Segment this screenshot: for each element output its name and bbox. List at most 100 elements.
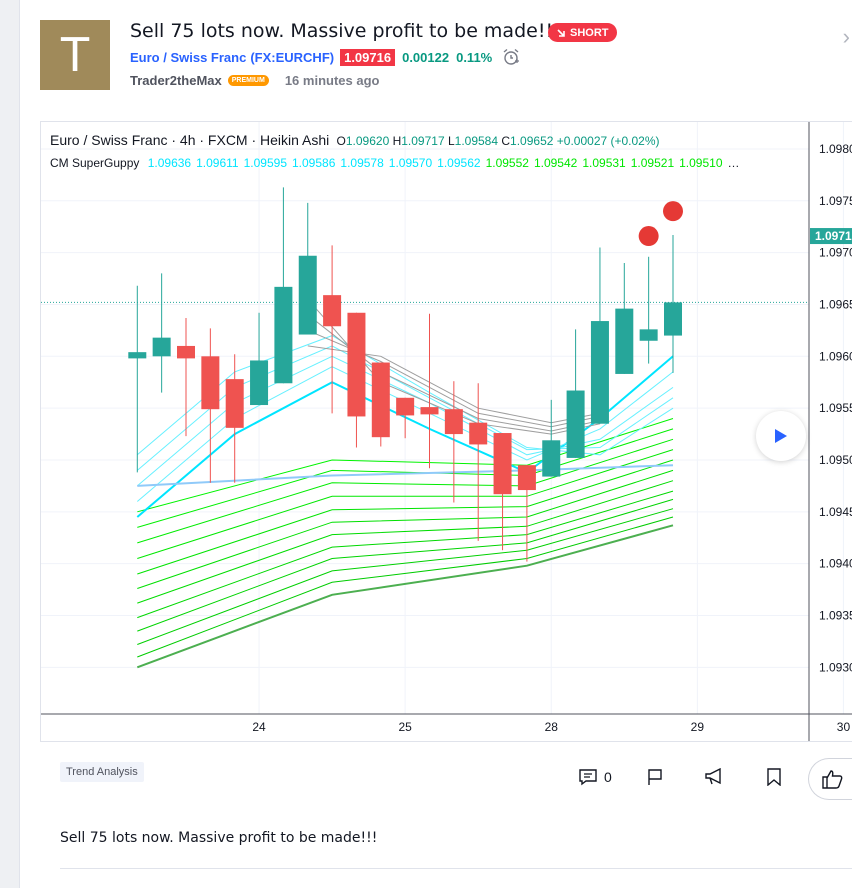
price-badge: 1.09716 [340, 48, 396, 66]
report-button[interactable] [646, 768, 664, 786]
alarm-clock-icon[interactable] [502, 48, 520, 66]
legend-ohlc: O1.09620 H1.09717 L1.09584 C1.09652 +0.0… [333, 134, 660, 148]
candle-down [371, 362, 390, 438]
indicator-value: 1.09510 [679, 156, 723, 170]
idea-description: Sell 75 lots now. Massive profit to be m… [60, 830, 378, 846]
guppy-slow-line [137, 459, 674, 575]
candle-up [615, 308, 634, 374]
chart-panel[interactable]: 1.0980 1.0975 1.0970 1.0965 1.0960 1.0955 1.09… [40, 121, 852, 742]
guppy-slow-line [137, 438, 674, 544]
avatar-letter: T [60, 28, 90, 82]
indicator-value: 1.09521 [630, 156, 675, 170]
candle-up [542, 440, 561, 477]
time-tick-label: 29 [691, 720, 705, 734]
guppy-slow-line [137, 480, 674, 604]
guppy-slow-line [136, 524, 674, 669]
candle-up [250, 360, 269, 406]
last-price-label: 1.0971 [815, 229, 852, 243]
play-button[interactable] [756, 411, 806, 461]
guppy-slow-line [137, 508, 674, 645]
boost-button[interactable] [704, 768, 724, 786]
chart-legend-main: Euro / Swiss Franc · 4h · FXCM · Heikin … [50, 132, 660, 148]
price-tick-label: 1.0970 [819, 246, 852, 260]
author-name[interactable]: Trader2theMax [130, 73, 222, 88]
legend-change: +0.00027 (+0.02%) [556, 134, 660, 148]
divider [60, 868, 852, 869]
candle-up [590, 321, 609, 424]
indicator-value: 1.09636 [147, 156, 192, 170]
indicator-value: … [727, 156, 740, 170]
sell-signal-marker [638, 226, 659, 247]
comments-button[interactable]: 0 [578, 768, 612, 786]
legend-low: 1.09584 [454, 134, 499, 148]
idea-page: T Sell 75 lots now. Massive profit to be… [20, 0, 852, 888]
price-tick-label: 1.0955 [819, 401, 852, 415]
sell-signal-marker [663, 201, 683, 222]
candle-down [420, 407, 439, 415]
indicator-value: 1.09552 [485, 156, 529, 170]
flag-icon [648, 769, 662, 785]
symbol-row: Euro / Swiss Franc (FX:EURCHF) 1.09716 0… [130, 48, 520, 66]
guppy-slow-line [137, 449, 674, 559]
guppy-slow-line [137, 490, 674, 619]
indicator-value: 1.09562 [437, 156, 481, 170]
candle-up [639, 329, 658, 341]
candle-up [664, 302, 682, 336]
candle-down [444, 409, 463, 435]
price-change-pct: 0.11% [456, 49, 493, 65]
price-chart[interactable]: 1.0980 1.0975 1.0970 1.0965 1.0960 1.0955 1.09… [41, 122, 852, 742]
indicator-value: 1.09578 [340, 156, 384, 170]
posted-time: 16 minutes ago [284, 73, 380, 88]
last-price-badge [810, 228, 852, 245]
symbol-code[interactable]: (FX:EURCHF) [250, 49, 335, 65]
short-badge: SHORT [548, 23, 617, 42]
candle-up [128, 352, 147, 359]
price-tick-label: 1.0950 [819, 453, 852, 467]
candle-up [566, 390, 585, 458]
candle-down [225, 379, 244, 428]
legend-symbol: Euro / Swiss Franc · 4h · FXCM · Heikin … [50, 132, 330, 148]
legend-high: 1.09717 [401, 134, 445, 148]
play-icon [775, 429, 787, 443]
bookmark-button[interactable] [766, 768, 782, 786]
candle-down [517, 465, 536, 491]
price-tick-label: 1.0965 [819, 297, 852, 311]
megaphone-icon [705, 768, 721, 785]
guppy-slow-line [137, 498, 674, 632]
indicator-value: 1.09611 [196, 156, 239, 170]
price-tick-label: 1.0980 [819, 142, 852, 156]
time-tick-label: 25 [398, 720, 412, 734]
chart-legend-indicator: CM SuperGuppy 1.09636 1.09611 1.09595 1.095… [50, 156, 740, 170]
candle-down [201, 356, 220, 410]
candle-up [298, 255, 317, 335]
candle-down [323, 295, 342, 327]
guppy-slow-line [137, 516, 674, 658]
comment-icon [579, 769, 597, 786]
symbol-name[interactable]: Euro / Swiss Franc [130, 49, 247, 65]
arrow-down-right-icon [557, 28, 565, 37]
price-tick-label: 1.0960 [819, 349, 852, 363]
time-tick-label: 24 [252, 720, 266, 734]
candle-down [396, 397, 415, 416]
indicator-name: CM SuperGuppy [50, 156, 140, 170]
indicator-value: 1.09531 [582, 156, 626, 170]
premium-badge: PREMIUM [227, 75, 269, 86]
indicator-value: 1.09570 [388, 156, 433, 170]
indicator-value: 1.09586 [292, 156, 336, 170]
candle-down [469, 422, 488, 445]
legend-close: 1.09652 [510, 134, 554, 148]
candle-down [347, 312, 366, 417]
legend-open: 1.09620 [345, 134, 390, 148]
price-tick-label: 1.0940 [819, 557, 852, 571]
like-button[interactable] [808, 758, 852, 800]
indicator-value: 1.09595 [243, 156, 287, 170]
indicator-value: 1.09542 [533, 156, 578, 170]
tag-trend-analysis[interactable]: Trend Analysis [60, 762, 144, 782]
author-avatar[interactable]: T [40, 20, 110, 90]
price-tick-label: 1.0935 [819, 609, 852, 623]
price-tick-label: 1.0975 [819, 194, 852, 208]
chevron-right-icon[interactable]: › [842, 24, 850, 49]
price-tick-label: 1.0945 [819, 505, 852, 519]
comments-count: 0 [604, 769, 612, 785]
price-tick-label: 1.0930 [819, 660, 852, 674]
